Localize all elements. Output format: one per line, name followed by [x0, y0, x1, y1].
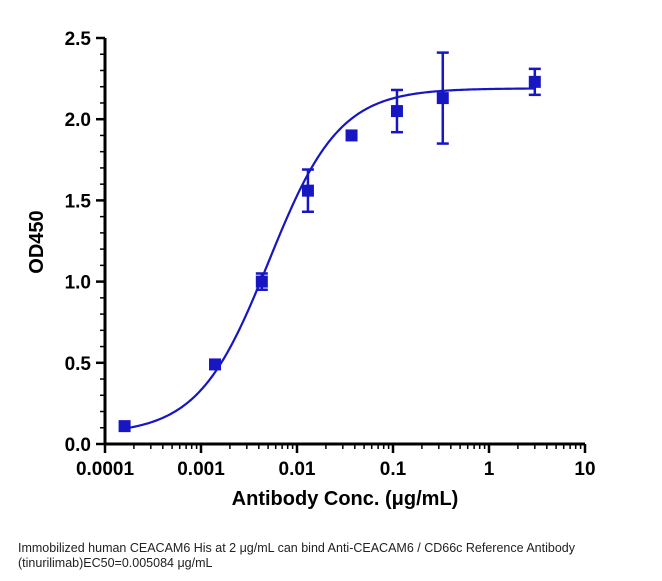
y-tick-label: 1.5: [65, 191, 92, 212]
y-tick-label: 1.0: [65, 273, 91, 294]
data-point-square: [301, 184, 314, 197]
data-point-square: [209, 358, 222, 371]
fit-curve-layer: [124, 87, 535, 430]
y-tick-label: 2.5: [65, 29, 92, 50]
x-tick-label: 0.1: [380, 459, 407, 480]
data-point-square: [528, 75, 541, 88]
data-point-square: [118, 420, 131, 433]
caption-line-1: Immobilized human CEACAM6 His at 2 μg/mL…: [18, 541, 575, 555]
x-tick-label: 10: [574, 459, 595, 480]
fit-curve: [124, 87, 535, 430]
y-tick-label: 2.0: [65, 110, 91, 131]
x-tick-label: 0.0001: [76, 459, 135, 480]
data-point-square: [436, 92, 449, 105]
y-tick-label: 0.5: [65, 354, 92, 375]
data-point-square: [390, 105, 403, 118]
caption-line-2: (tinurilimab)EC50=0.005084 μg/mL: [18, 556, 213, 570]
figure-caption: Immobilized human CEACAM6 His at 2 μg/mL…: [18, 541, 658, 571]
data-points: [118, 75, 541, 433]
x-tick-label: 1: [484, 459, 495, 480]
y-tick-label: 0.0: [65, 435, 91, 456]
y-axis-title: OD450: [26, 210, 48, 273]
x-tick-label: 0.01: [279, 459, 316, 480]
x-tick-label: 0.001: [177, 459, 225, 480]
axes: 0.0 0.5 1.0 1.5 2.0 2.5 0.0001 0.001 0.01 0.1 1 10: [65, 29, 596, 480]
data-point-square: [345, 129, 358, 142]
x-axis-title: Antibody Conc. (μg/mL): [232, 488, 459, 510]
chart: 0.00.51.01.52.02.50.0001 0.001 0.01 0.1 1 10 …: [26, 29, 596, 510]
data-point-square: [255, 275, 268, 288]
